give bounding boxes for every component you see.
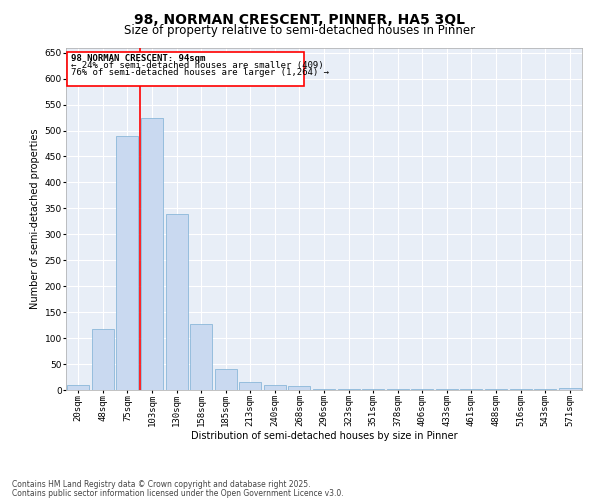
Text: ← 24% of semi-detached houses are smaller (409): ← 24% of semi-detached houses are smalle… xyxy=(71,61,323,70)
Bar xyxy=(67,52,304,86)
Text: 98 NORMAN CRESCENT: 94sqm: 98 NORMAN CRESCENT: 94sqm xyxy=(71,54,205,63)
Bar xyxy=(264,386,286,390)
Bar xyxy=(313,389,335,390)
Bar xyxy=(141,118,163,390)
Bar xyxy=(485,389,507,390)
Bar xyxy=(559,388,581,390)
X-axis label: Distribution of semi-detached houses by size in Pinner: Distribution of semi-detached houses by … xyxy=(191,430,457,440)
Y-axis label: Number of semi-detached properties: Number of semi-detached properties xyxy=(31,128,40,309)
Bar xyxy=(289,386,310,390)
Bar xyxy=(67,385,89,390)
Bar xyxy=(92,329,114,390)
Text: Size of property relative to semi-detached houses in Pinner: Size of property relative to semi-detach… xyxy=(124,24,476,37)
Text: 76% of semi-detached houses are larger (1,264) →: 76% of semi-detached houses are larger (… xyxy=(71,68,329,76)
Bar xyxy=(190,324,212,390)
Bar xyxy=(362,389,384,390)
Bar xyxy=(386,389,409,390)
Bar xyxy=(338,389,359,390)
Bar xyxy=(239,382,262,390)
Bar xyxy=(509,389,532,390)
Text: 98, NORMAN CRESCENT, PINNER, HA5 3QL: 98, NORMAN CRESCENT, PINNER, HA5 3QL xyxy=(134,12,466,26)
Text: Contains HM Land Registry data © Crown copyright and database right 2025.: Contains HM Land Registry data © Crown c… xyxy=(12,480,311,489)
Bar xyxy=(215,369,237,390)
Bar xyxy=(534,389,556,390)
Bar xyxy=(166,214,188,390)
Bar xyxy=(116,136,139,390)
Bar xyxy=(411,389,433,390)
Text: Contains public sector information licensed under the Open Government Licence v3: Contains public sector information licen… xyxy=(12,488,344,498)
Bar xyxy=(460,389,482,390)
Bar xyxy=(436,389,458,390)
